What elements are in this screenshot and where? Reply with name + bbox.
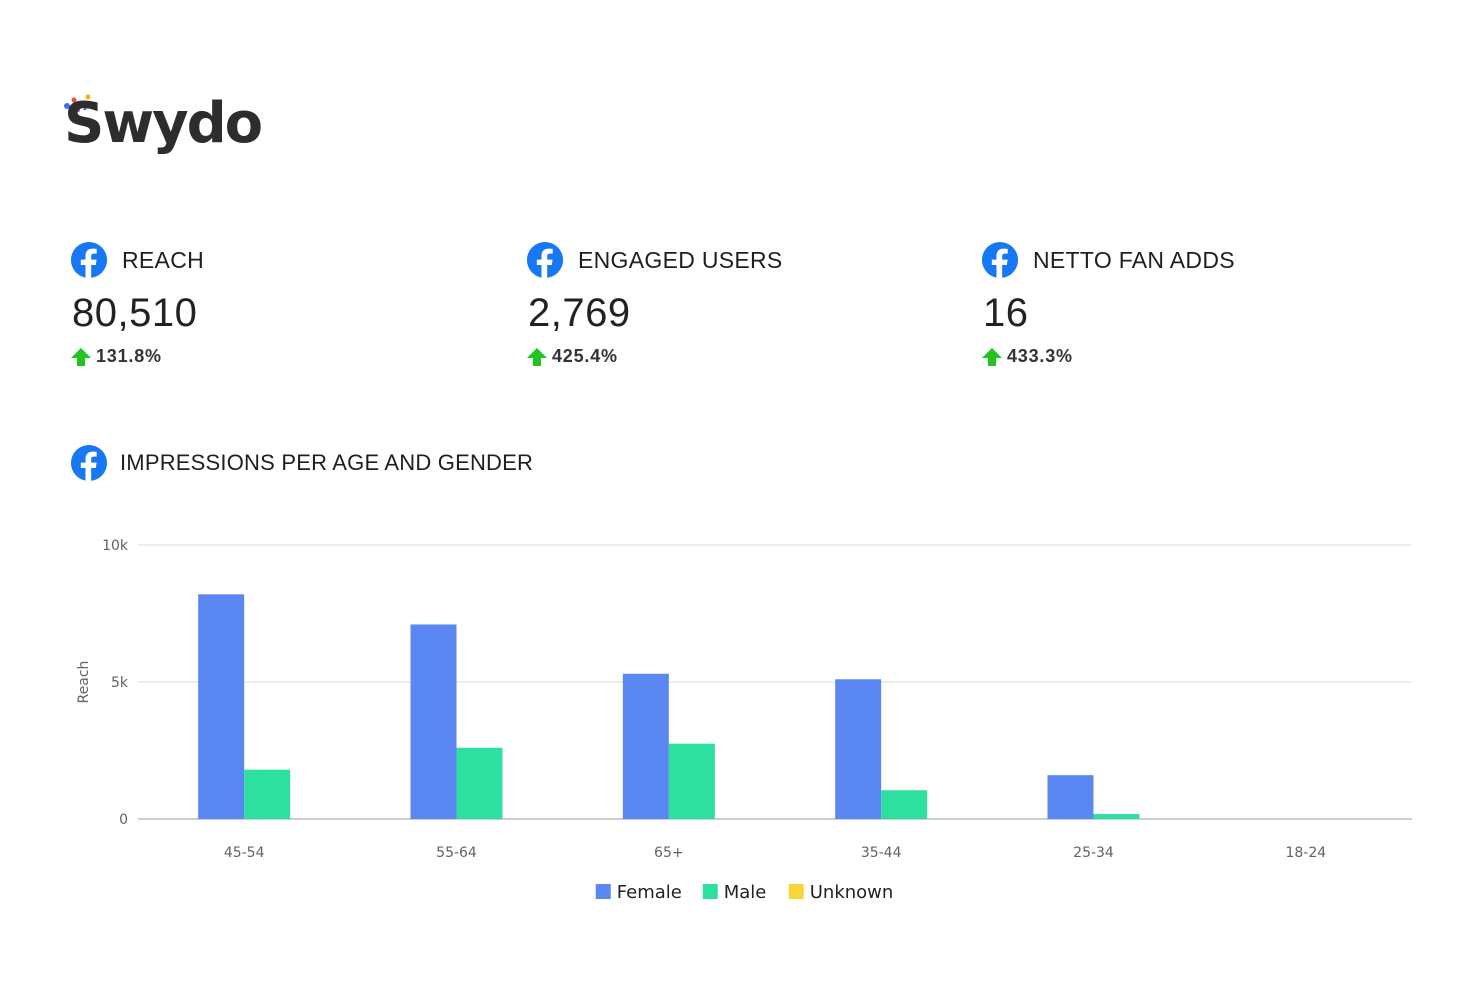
bar-female-45-54 — [198, 594, 245, 819]
legend-label-female: Female — [617, 882, 682, 903]
bar-male-55-64 — [456, 747, 503, 819]
facebook-icon — [526, 241, 564, 279]
legend-swatch-male — [702, 884, 718, 899]
bar-female-55-64 — [410, 624, 457, 819]
legend-label-male: Male — [724, 882, 767, 903]
x-tick-label: 18-24 — [1285, 845, 1326, 861]
up-arrow-icon — [527, 347, 547, 366]
swydo-logo: Swydo — [62, 91, 263, 182]
facebook-icon — [70, 444, 108, 482]
kpi-engaged-users: ENGAGED USERS 2,769 425.4% — [526, 240, 946, 390]
kpi-netto-fan-adds: NETTO FAN ADDS 16 433.3% — [981, 240, 1401, 390]
y-tick-label: 5k — [111, 675, 129, 691]
x-tick-label: 35-44 — [861, 845, 902, 861]
logo-text: Swydo — [64, 91, 263, 156]
legend-swatch-unknown — [788, 884, 804, 899]
y-axis-title: Reach — [76, 661, 92, 704]
kpi-reach: REACH 80,510 131.8% — [70, 240, 490, 390]
kpi-title: REACH — [122, 246, 205, 273]
y-tick-label: 0 — [119, 812, 128, 828]
bar-male-65+ — [668, 743, 715, 819]
kpi-change-value: 425.4% — [552, 346, 618, 366]
facebook-icon — [981, 241, 1019, 279]
kpi-change-value: 433.3% — [1007, 346, 1073, 366]
x-tick-label: 25-34 — [1073, 845, 1114, 861]
kpi-value: 2,769 — [528, 291, 631, 335]
x-tick-label: 45-54 — [224, 845, 265, 861]
logo-confetti-icon — [64, 94, 93, 113]
bar-female-35-44 — [835, 679, 882, 819]
up-arrow-icon — [982, 347, 1002, 366]
kpi-change-value: 131.8% — [96, 346, 162, 366]
kpi-value: 16 — [983, 291, 1029, 335]
x-tick-label: 65+ — [654, 845, 684, 861]
kpi-value: 80,510 — [72, 291, 198, 335]
up-arrow-icon — [71, 347, 91, 366]
y-tick-label: 10k — [102, 538, 129, 554]
facebook-icon — [70, 241, 108, 279]
bar-male-25-34 — [1093, 814, 1140, 819]
impressions-bar-chart: 0 5k 10k Reach 45-54 55-64 65+ 35-44 25-34 18-24 F… — [76, 538, 1412, 903]
legend-swatch-female — [595, 884, 611, 899]
bar-female-65+ — [622, 673, 669, 819]
bar-female-25-34 — [1047, 775, 1094, 819]
kpi-change: 131.8% — [70, 346, 490, 367]
bar-male-35-44 — [881, 790, 928, 819]
kpi-change: 425.4% — [526, 346, 946, 367]
bar-male-45-54 — [244, 769, 291, 819]
chart-title: IMPRESSIONS PER AGE AND GENDER — [120, 450, 534, 475]
legend-label-unknown: Unknown — [810, 882, 894, 903]
kpi-change: 433.3% — [981, 346, 1401, 367]
x-tick-label: 55-64 — [436, 845, 477, 861]
kpi-title: NETTO FAN ADDS — [1033, 246, 1235, 273]
chart-header: IMPRESSIONS PER AGE AND GENDER — [70, 444, 533, 482]
kpi-title: ENGAGED USERS — [578, 246, 783, 273]
